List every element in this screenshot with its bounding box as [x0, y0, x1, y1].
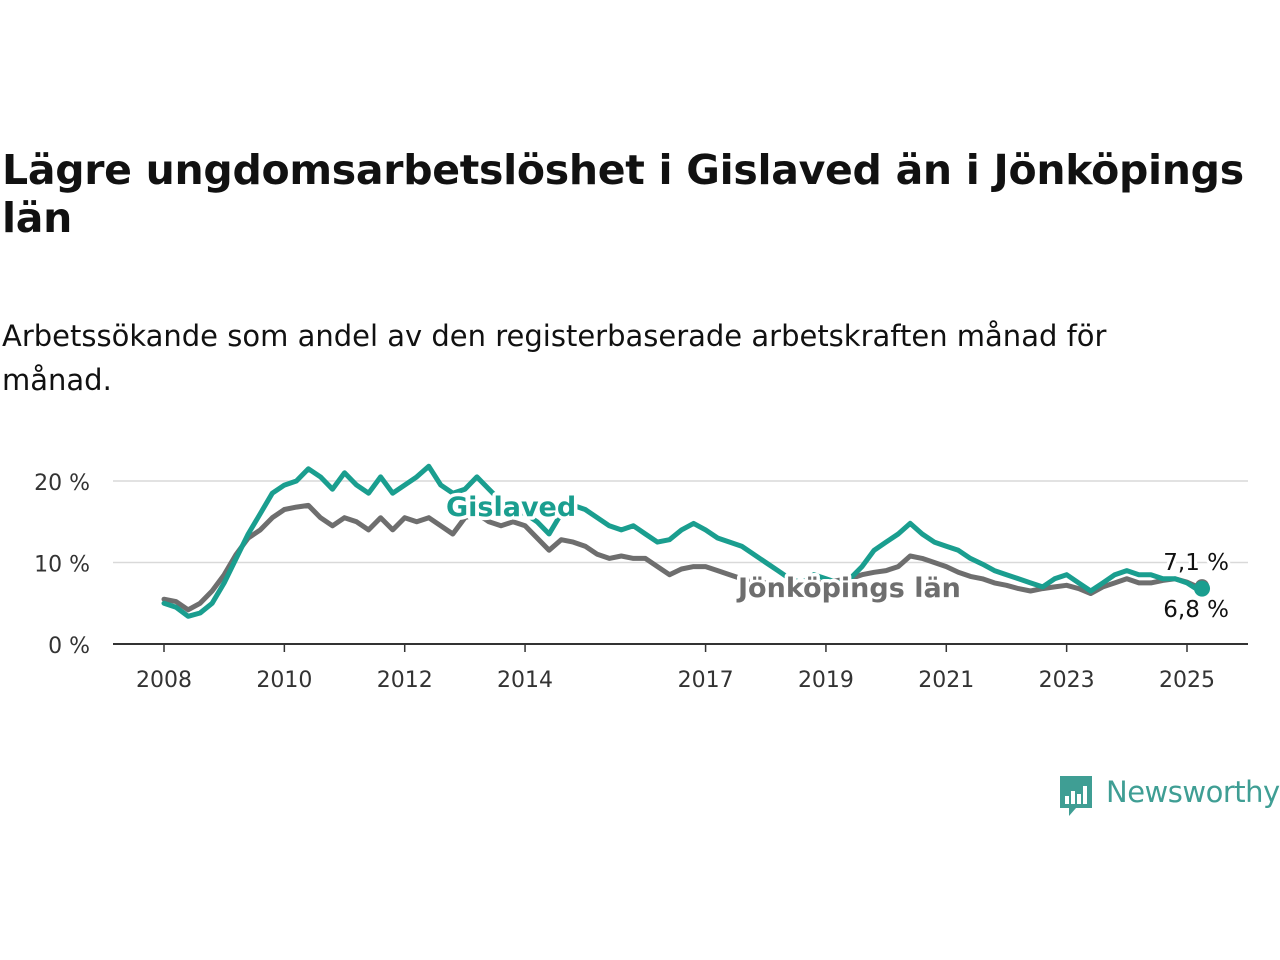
series-label-jonkopings-lan: Jönköpings län: [736, 573, 961, 604]
x-tick-label: 2021: [918, 668, 974, 693]
series-line-jonkopings-lan: [161, 502, 1199, 613]
x-tick-label: 2023: [1039, 668, 1095, 693]
series-line-gislaved: [161, 463, 1199, 619]
brand-name: Newsworthy: [1106, 775, 1280, 809]
chart-subtitle: Arbetssökande som andel av den registerb…: [2, 319, 1107, 397]
x-tick-label: 2025: [1159, 668, 1215, 693]
chart-title: Lägre ungdomsarbetslöshet i Gislaved än …: [2, 146, 1244, 242]
newsworthy-logo[interactable]: Newsworthy: [1058, 774, 1280, 820]
x-tick-label: 2010: [256, 668, 312, 693]
x-tick-label: 2012: [377, 668, 433, 693]
end-value-gislaved: 6,8 %: [1163, 597, 1229, 623]
end-value-jonkopings-lan: 7,1 %: [1163, 550, 1229, 576]
y-tick-label: 20 %: [34, 471, 90, 496]
line-chart: 0 % 10 % 20 % 2008 2010 2012 2014 2017 2019 2021 2…: [34, 463, 1248, 693]
x-tick-label: 2017: [678, 668, 734, 693]
x-tick-label: 2008: [136, 668, 192, 693]
y-tick-label: 10 %: [34, 553, 90, 578]
series-label-gislaved: Gislaved: [446, 492, 576, 523]
end-point-gislaved: [1194, 580, 1211, 597]
x-tick-label: 2014: [497, 668, 553, 693]
y-tick-label: 0 %: [48, 634, 90, 659]
x-tick-label: 2019: [798, 668, 854, 693]
bar-chart-speech-bubble-icon: [1060, 776, 1092, 816]
